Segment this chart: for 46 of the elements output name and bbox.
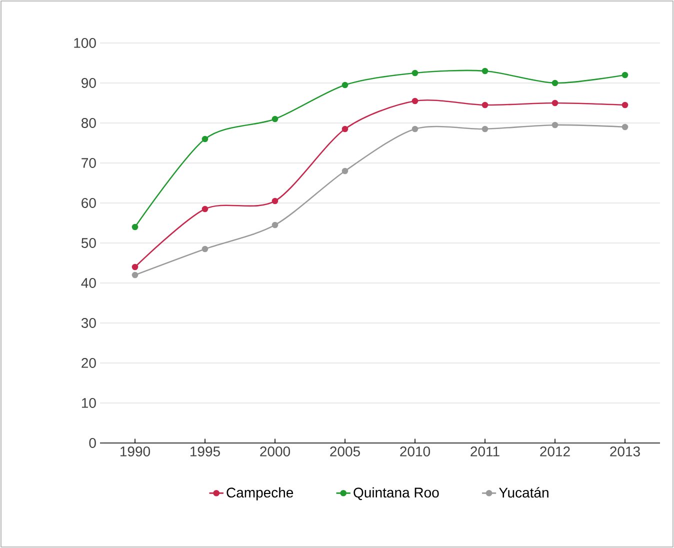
y-tick-label: 40 <box>81 278 96 288</box>
point <box>202 246 208 252</box>
point <box>202 136 208 142</box>
y-tick-label: 0 <box>89 438 96 448</box>
x-tick-label: 2005 <box>330 446 360 456</box>
x-tick-label: 2011 <box>470 446 500 456</box>
x-tick-label: 2012 <box>540 446 570 456</box>
y-tick-label: 100 <box>74 38 96 48</box>
point <box>132 272 138 278</box>
x-tick-label: 1990 <box>120 446 150 456</box>
point <box>342 82 348 88</box>
point <box>552 100 558 106</box>
point <box>412 126 418 132</box>
point <box>482 126 488 132</box>
legend-label: Campeche <box>226 487 294 500</box>
point <box>552 122 558 128</box>
x-tick-label: 1995 <box>190 446 220 456</box>
x-tick-label: 2013 <box>610 446 640 456</box>
y-tick-label: 30 <box>81 318 96 328</box>
point <box>132 264 138 270</box>
y-tick-label: 80 <box>82 118 96 128</box>
point <box>272 222 278 228</box>
point <box>482 68 488 74</box>
point <box>622 102 628 108</box>
point <box>412 70 418 76</box>
y-tick-label: 10 <box>82 398 96 408</box>
x-tick-label: 2000 <box>260 446 290 456</box>
point <box>342 168 348 174</box>
legend-label: Yucatán <box>499 487 548 498</box>
point <box>482 102 488 108</box>
point <box>272 116 278 122</box>
y-tick-label: 70 <box>82 158 96 168</box>
point <box>272 198 278 204</box>
point <box>622 72 628 78</box>
y-tick-label: 90 <box>82 78 96 88</box>
point <box>342 126 348 132</box>
point <box>552 80 558 86</box>
legend-label: Quintana Roo <box>354 487 439 500</box>
point <box>202 206 208 212</box>
y-tick-label: 50 <box>81 238 96 248</box>
point <box>132 224 138 230</box>
point <box>412 98 418 104</box>
y-tick-label: 20 <box>82 358 96 368</box>
y-tick-label: 60 <box>82 198 96 208</box>
point <box>622 124 628 130</box>
x-tick-label: 2010 <box>400 446 430 456</box>
